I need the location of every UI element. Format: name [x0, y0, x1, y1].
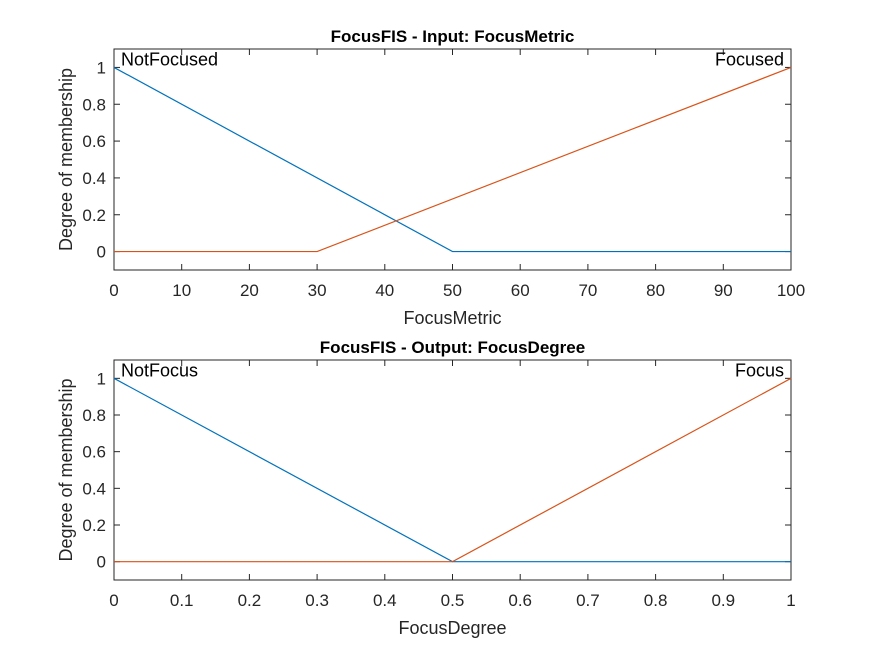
x-tick-label: 90: [714, 281, 733, 300]
x-tick-label: 1: [786, 591, 795, 610]
y-tick-label: 0.4: [82, 169, 106, 188]
x-tick-label: 80: [646, 281, 665, 300]
membership-curve-notfocused: [113, 66, 791, 253]
x-tick-label: 100: [777, 281, 805, 300]
x-tick-label: 50: [443, 281, 462, 300]
x-tick-label: 30: [308, 281, 327, 300]
y-tick-label: 1: [97, 369, 106, 388]
x-tick-label: 0.9: [711, 591, 735, 610]
x-tick-label: 10: [172, 281, 191, 300]
x-axis-label: FocusMetric: [403, 308, 501, 328]
x-axis-label: FocusDegree: [398, 618, 506, 638]
y-tick-label: 0.2: [82, 206, 106, 225]
mf-label-focused: Focused: [715, 49, 784, 69]
x-tick-label: 0.1: [170, 591, 194, 610]
y-axis-label: Degree of membership: [56, 68, 76, 251]
membership-curve-focus: [114, 377, 792, 563]
y-tick-label: 0.8: [82, 406, 106, 425]
y-tick-label: 0.6: [82, 443, 106, 462]
x-tick-label: 0.7: [576, 591, 600, 610]
x-tick-label: 0.5: [441, 591, 465, 610]
axes-box-2: [113, 359, 792, 581]
chart-title: FocusFIS - Input: FocusMetric: [331, 27, 575, 46]
x-tick-label: 0.8: [644, 591, 668, 610]
y-tick-label: 0.6: [82, 132, 106, 151]
y-tick-label: 0.8: [82, 95, 106, 114]
x-tick-label: 40: [375, 281, 394, 300]
chart-title: FocusFIS - Output: FocusDegree: [320, 338, 585, 357]
x-tick-label: 0.6: [508, 591, 532, 610]
x-tick-label: 70: [578, 281, 597, 300]
y-axis-label: Degree of membership: [56, 378, 76, 561]
x-tick-label: 0.2: [238, 591, 262, 610]
y-tick-label: 0: [97, 553, 106, 572]
y-tick-label: 0.4: [82, 479, 106, 498]
x-tick-label: 0: [109, 281, 118, 300]
x-tick-label: 0: [109, 591, 118, 610]
y-tick-label: 1: [97, 58, 106, 77]
mf-label-notfocused: NotFocused: [121, 49, 218, 69]
y-tick-label: 0.2: [82, 516, 106, 535]
axes-box-1: [113, 48, 792, 271]
x-tick-label: 60: [511, 281, 530, 300]
mf-label-focus: Focus: [735, 360, 784, 380]
x-tick-label: 20: [240, 281, 259, 300]
x-tick-label: 0.4: [373, 591, 397, 610]
x-tick-label: 0.3: [305, 591, 329, 610]
y-tick-label: 0: [97, 243, 106, 262]
membership-curve-focused: [114, 66, 792, 253]
mf-label-notfocus: NotFocus: [121, 360, 198, 380]
